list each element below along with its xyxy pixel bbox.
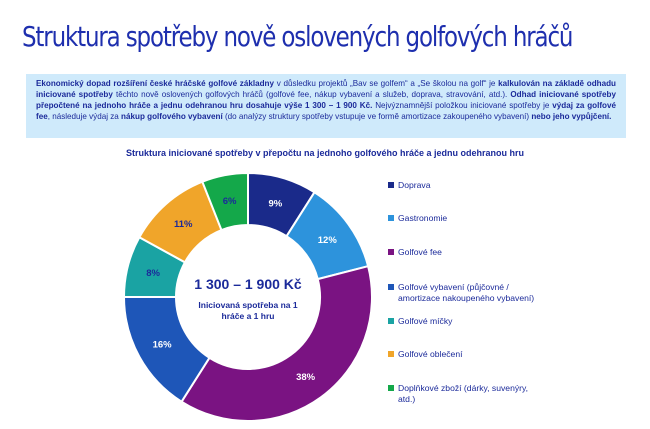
slice-value-label: 12% [318, 235, 338, 246]
legend-label: Doplňkové zboží (dárky, suvenýry, atd.) [398, 383, 529, 404]
legend-item: Doprava [388, 180, 538, 191]
legend-item: Golfové fee [388, 247, 538, 258]
page-title: Struktura spotřeby nově oslovených golfo… [22, 20, 573, 53]
intro-text-run: kalkulován na základě odhadu iniciované … [36, 79, 616, 99]
legend-label: Golfové fee [398, 247, 442, 257]
slice-value-label: 11% [174, 219, 193, 230]
center-subtitle: Iniciovaná spotřeba na 1 hráče a 1 hru [198, 300, 298, 321]
slice-value-label: 9% [268, 198, 282, 209]
legend-item: Doplňkové zboží (dárky, suvenýry, atd.) [388, 383, 538, 405]
legend-label: Golfové vybavení (půjčovné / amortizace … [398, 282, 535, 303]
intro-text-run: , následuje výdaj za [47, 111, 122, 121]
legend-label: Doprava [398, 180, 431, 190]
legend-label: Gastronomie [398, 213, 448, 223]
slice-value-label: 6% [223, 196, 237, 207]
legend-item: Golfové míčky [388, 316, 538, 327]
donut-slice [180, 264, 373, 422]
legend-swatch [388, 385, 394, 391]
slice-value-label: 16% [153, 340, 173, 351]
center-value: 1 300 – 1 900 Kč [194, 276, 302, 292]
legend-label: Golfové míčky [398, 316, 453, 326]
intro-text-run: těchto nově oslovených golfových hráčů (… [112, 89, 511, 99]
legend-swatch [388, 284, 394, 290]
legend-item: Gastronomie [388, 213, 538, 224]
chart-title: Struktura iniciované spotřeby v přepočtu… [125, 148, 525, 158]
legend-swatch [388, 249, 394, 255]
donut-slice [201, 171, 249, 232]
legend-label: Golfové oblečení [398, 349, 463, 359]
intro-text-run: (do analýzy struktury spotřeby vstupuje … [222, 111, 532, 121]
legend-swatch [388, 351, 394, 357]
intro-text-run: Nejvýznamnější položkou iniciované spotř… [372, 100, 553, 110]
intro-text-run: Ekonomický dopad rozšíření české hráčské… [36, 79, 274, 88]
intro-text-run: výdaj za golfové fee [36, 100, 616, 121]
intro-text-run: nákup golfového vybavení [121, 111, 223, 121]
legend-swatch [388, 318, 394, 324]
slice-value-label: 8% [146, 268, 160, 279]
legend-swatch [388, 182, 394, 188]
intro-text-box: Ekonomický dopad rozšíření české hráčské… [26, 74, 626, 138]
intro-text-run: Odhad iniciované spotřeby přepočtené na … [36, 89, 616, 110]
legend-item: Golfové oblečení [388, 349, 538, 360]
slice-value-label: 38% [296, 372, 316, 383]
legend-item: Golfové vybavení (půjčovné / amortizace … [388, 282, 538, 304]
legend-swatch [388, 215, 394, 221]
intro-text-run: nebo jeho vypůjčení. [531, 111, 612, 121]
intro-text-run: v důsledku projektů „Bav se golfem“ a „S… [274, 79, 499, 88]
